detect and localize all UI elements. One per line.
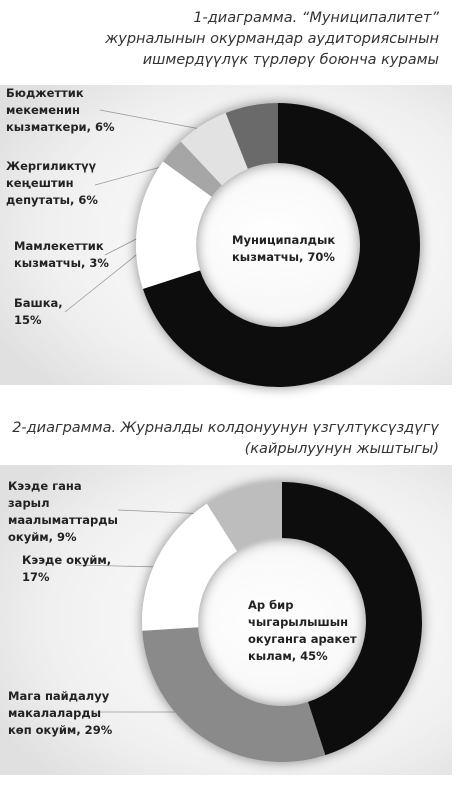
- donut-segment: [180, 112, 248, 186]
- donut: [136, 103, 421, 387]
- segment-label: Кээде гана зарыл маалыматтарды окуйм, 9%: [8, 479, 118, 544]
- chart-title: 1-диаграмма. “Муниципалитет” журналынын …: [105, 10, 439, 68]
- donut-segment: [142, 503, 237, 631]
- segment-label: Бюджеттик мекеменин кызматкери, 6%: [6, 86, 115, 134]
- segment-label: Мага пайдалуу макалаларды көп окуйм, 29%: [8, 689, 113, 737]
- segment-label: Мамлекеттик кызматчы, 3%: [14, 239, 109, 270]
- donut-segment: [206, 482, 282, 552]
- donut: [142, 482, 422, 762]
- donut-segment: [163, 141, 222, 197]
- segment-label: Кээде окуйм, 17%: [22, 553, 112, 584]
- segment-label: Жергиликтүү кеңештин депутаты, 6%: [6, 159, 98, 207]
- chart-title: 2-диаграмма. Журналды колдонуунун үзгүлт…: [12, 420, 439, 457]
- segment-label: Башка, 15%: [14, 296, 63, 327]
- donut-segment: [282, 482, 422, 756]
- donut-segment: [136, 161, 212, 289]
- donut-segment: [225, 103, 278, 169]
- segment-label: Муниципалдык кызматчы, 70%: [232, 233, 336, 264]
- segment-label: Ар бир чыгарылышын окуганга аракет кылам…: [248, 598, 357, 663]
- donut-segment: [142, 103, 421, 387]
- donut-segment: [142, 627, 326, 762]
